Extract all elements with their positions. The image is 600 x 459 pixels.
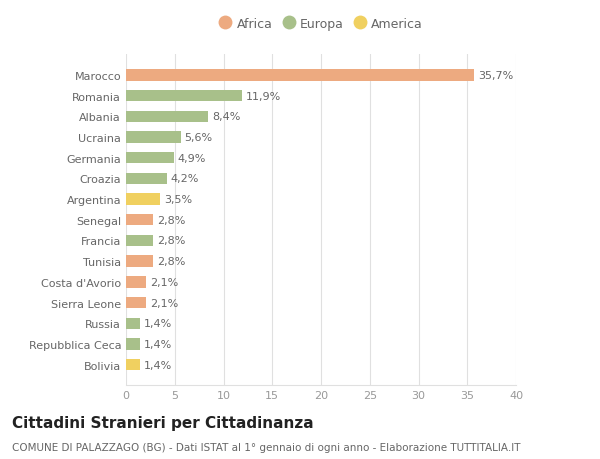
Text: COMUNE DI PALAZZAGO (BG) - Dati ISTAT al 1° gennaio di ogni anno - Elaborazione : COMUNE DI PALAZZAGO (BG) - Dati ISTAT al… [12,442,521,452]
Text: 4,9%: 4,9% [178,153,206,163]
Bar [126,256,154,267]
Legend: Africa, Europa, America: Africa, Europa, America [219,18,423,31]
Bar [126,132,181,143]
Bar [126,70,474,81]
Text: 4,2%: 4,2% [171,174,199,184]
Bar [126,194,160,205]
Bar [126,297,146,308]
Text: 35,7%: 35,7% [478,71,513,81]
Bar [126,153,174,164]
Bar [126,318,140,329]
Text: 1,4%: 1,4% [143,339,172,349]
Text: Cittadini Stranieri per Cittadinanza: Cittadini Stranieri per Cittadinanza [12,415,314,431]
Bar [126,359,140,370]
Bar [126,174,167,185]
Text: 5,6%: 5,6% [185,133,212,143]
Text: 2,8%: 2,8% [157,236,185,246]
Bar [126,91,242,102]
Bar [126,112,208,123]
Text: 8,4%: 8,4% [212,112,240,122]
Text: 1,4%: 1,4% [143,360,172,370]
Bar [126,235,154,246]
Bar [126,215,154,226]
Text: 1,4%: 1,4% [143,319,172,329]
Bar [126,339,140,350]
Text: 2,8%: 2,8% [157,215,185,225]
Text: 11,9%: 11,9% [246,91,281,101]
Text: 3,5%: 3,5% [164,195,192,205]
Text: 2,1%: 2,1% [151,298,179,308]
Text: 2,1%: 2,1% [151,277,179,287]
Text: 2,8%: 2,8% [157,257,185,267]
Bar [126,277,146,288]
